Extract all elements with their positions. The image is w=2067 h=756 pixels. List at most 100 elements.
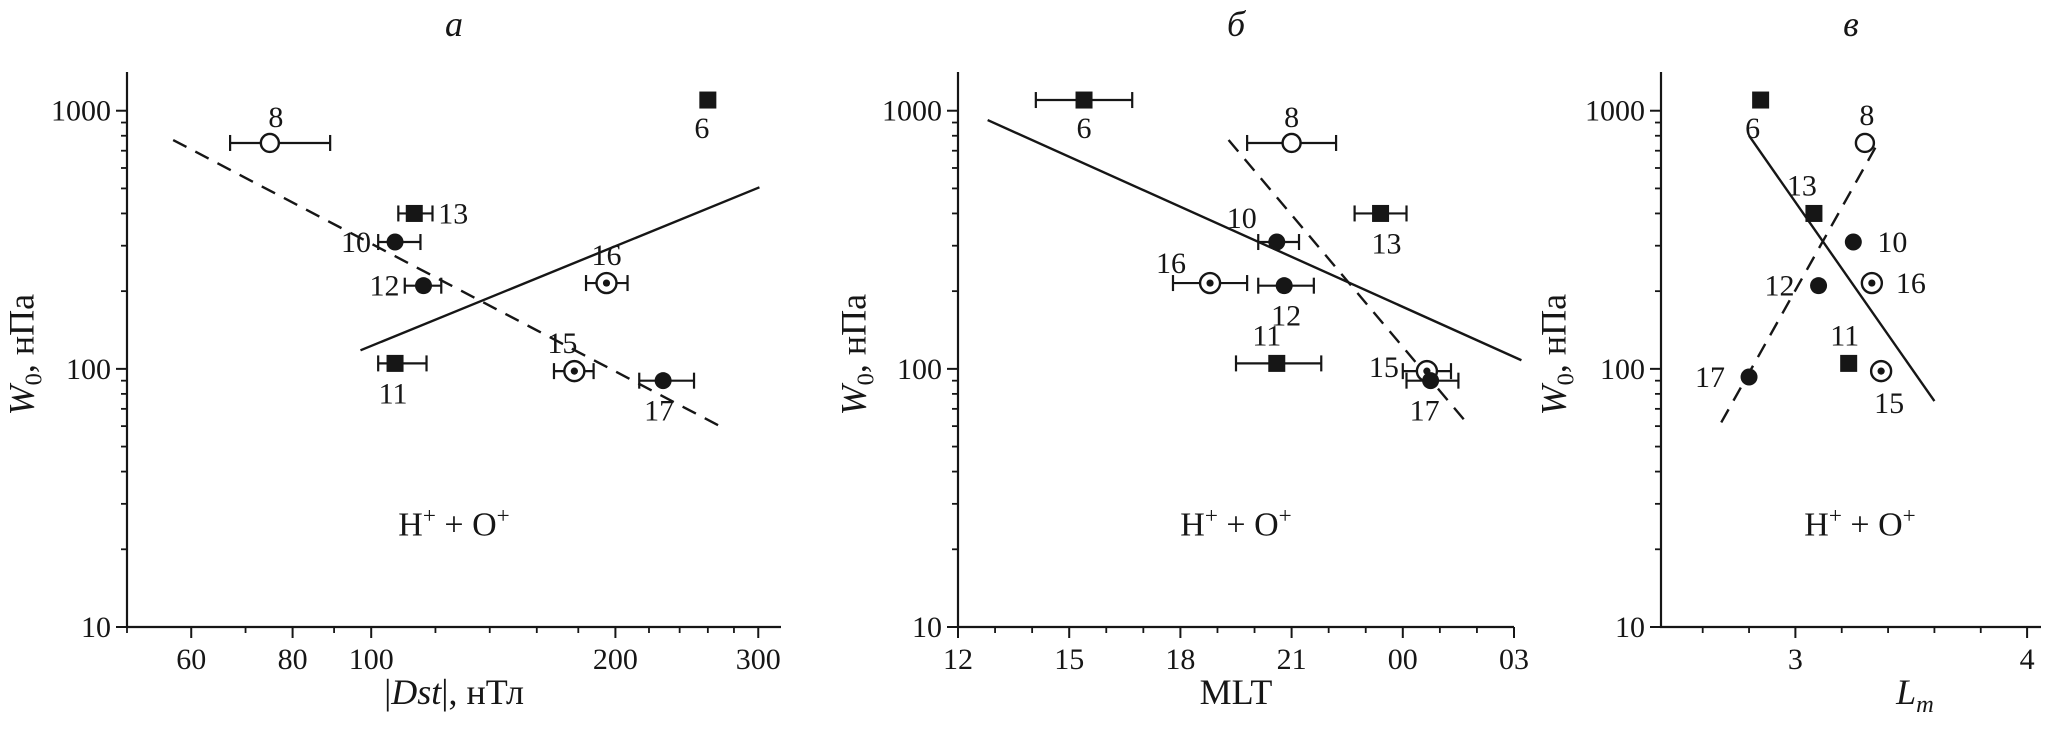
panel-b-ylabel: W0, нПа: [831, 175, 888, 535]
data-point-13: [1372, 204, 1390, 222]
data-point-16-dot: [602, 279, 611, 287]
x-tick-label: 21: [1277, 643, 1307, 676]
y-tick-label: 1000: [1585, 95, 1645, 128]
point-label-8: 8: [1859, 99, 1874, 132]
xlabel-symbol: Dst: [391, 672, 442, 712]
point-label-11: 11: [1252, 319, 1281, 352]
data-point-12: [1275, 277, 1293, 295]
data-point-10: [1268, 233, 1286, 251]
point-label-15: 15: [1874, 387, 1904, 420]
data-point-8: [1854, 132, 1876, 154]
data-point-16-dot: [1868, 279, 1876, 287]
panel-c-xlabel: Lm: [1665, 670, 2067, 727]
point-label-12: 12: [1271, 300, 1301, 333]
point-label-10: 10: [1227, 202, 1257, 235]
ylabel-symbol: W: [1, 385, 42, 416]
xlabel-pre: MLT: [1199, 672, 1273, 712]
point-label-16: 16: [1896, 267, 1926, 300]
point-label-17: 17: [1410, 395, 1440, 428]
point-label-10: 10: [341, 226, 371, 259]
point-label-15: 15: [1369, 351, 1399, 384]
data-point-8: [259, 132, 281, 154]
data-point-6: [1752, 91, 1770, 109]
point-label-11: 11: [379, 377, 408, 410]
panel-c-annotation: H+ + O+: [1804, 503, 1916, 544]
point-label-6: 6: [1745, 112, 1760, 145]
data-point-11: [386, 354, 404, 372]
point-label-17: 17: [1695, 361, 1725, 394]
data-point-17: [654, 372, 672, 390]
xlabel-symbol: L: [1896, 672, 1917, 712]
data-point-17: [1740, 368, 1758, 386]
data-point-12: [1810, 277, 1828, 295]
point-label-16: 16: [591, 239, 621, 272]
point-label-17: 17: [644, 395, 674, 428]
data-point-13: [1805, 204, 1823, 222]
y-tick-label: 1000: [882, 95, 942, 128]
xlabel-units: |, нТл: [441, 672, 524, 712]
point-label-13: 13: [1372, 227, 1402, 260]
point-label-13: 13: [438, 197, 468, 230]
data-point-15-dot: [570, 367, 578, 375]
panel-c-ylabel: W0, нПа: [1531, 175, 1588, 535]
x-tick-label: 100: [349, 643, 394, 676]
point-label-10: 10: [1877, 226, 1907, 259]
data-point-17: [1422, 372, 1440, 390]
y-tick-label: 100: [897, 353, 942, 386]
x-tick-label: 80: [278, 643, 308, 676]
xlabel-pre: |: [384, 672, 392, 712]
data-point-6: [699, 91, 717, 109]
ylabel-units: , нПа: [1533, 293, 1574, 374]
ylabel-subscript: 0: [852, 373, 880, 386]
data-point-15-dot: [1877, 367, 1885, 375]
fit-line-solid: [1748, 135, 1936, 402]
x-tick-label: 18: [1165, 643, 1195, 676]
ylabel-subscript: 0: [20, 373, 48, 386]
x-tick-label: 00: [1388, 643, 1418, 676]
data-point-11: [1840, 354, 1858, 372]
point-label-13: 13: [1787, 169, 1817, 202]
data-point-10: [1844, 233, 1862, 251]
ylabel-symbol: W: [833, 385, 874, 416]
data-point-11: [1268, 354, 1286, 372]
x-tick-label: 3: [1788, 643, 1803, 676]
y-tick-label: 10: [81, 611, 111, 644]
data-point-13: [405, 204, 423, 222]
fit-line-solid: [360, 186, 760, 352]
ylabel-symbol: W: [1533, 385, 1574, 416]
ylabel-subscript: 0: [1552, 373, 1580, 386]
data-point-12: [414, 277, 432, 295]
data-point-16-dot: [1206, 279, 1214, 287]
y-tick-label: 10: [1615, 611, 1645, 644]
point-label-6: 6: [1077, 112, 1092, 145]
panel-b-annotation: H+ + O+: [1180, 503, 1292, 544]
data-point-8: [1281, 132, 1302, 154]
y-tick-label: 10: [912, 611, 942, 644]
fit-line-dashed: [172, 138, 721, 428]
panel-a-annotation: H+ + O+: [398, 503, 510, 544]
x-tick-label: 15: [1054, 643, 1084, 676]
x-tick-label: 4: [2020, 643, 2035, 676]
point-label-15: 15: [547, 327, 577, 360]
fit-line-solid: [987, 118, 1522, 362]
point-label-8: 8: [268, 101, 283, 134]
data-point-10: [386, 233, 404, 251]
ylabel-units: , нПа: [1, 293, 42, 374]
panel-b-title: б: [1226, 4, 1246, 44]
panel-a-xlabel: |Dst|, нТл: [204, 670, 704, 727]
data-point-6: [1075, 91, 1093, 109]
point-label-12: 12: [1765, 270, 1795, 303]
point-label-6: 6: [694, 112, 709, 145]
x-tick-label: 300: [736, 643, 781, 676]
xlabel-subscript: m: [1916, 691, 1934, 719]
point-label-16: 16: [1156, 247, 1186, 280]
panel-a-ylabel: W0, нПа: [0, 175, 57, 535]
point-label-8: 8: [1284, 101, 1299, 134]
point-label-11: 11: [1830, 319, 1859, 352]
panel-a-title: а: [445, 4, 463, 44]
panel-c-title: в: [1843, 4, 1859, 44]
ylabel-units: , нПа: [833, 293, 874, 374]
y-tick-label: 100: [1600, 353, 1645, 386]
